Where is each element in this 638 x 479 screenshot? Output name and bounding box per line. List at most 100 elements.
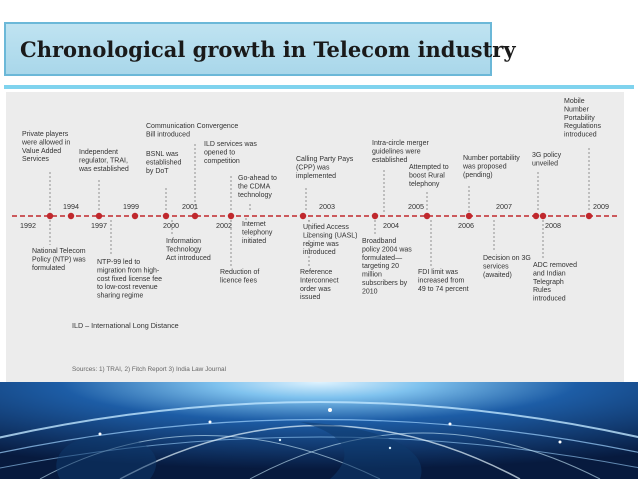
- event-above-2: BSNL was established by DoT: [146, 151, 182, 175]
- event-above-6-line: (CPP) was: [296, 164, 330, 171]
- timeline-dot: [191, 212, 199, 220]
- event-below-7-line: Broadband: [362, 238, 396, 245]
- event-below-9: Decision on 3G services (awaited): [483, 255, 531, 279]
- timeline-dot: [465, 212, 473, 220]
- event-below-1-line: sharing regime: [97, 293, 143, 300]
- year-label-1999: 1999: [123, 202, 139, 211]
- event-above-4: ILD services was opened to competition: [204, 141, 257, 165]
- timeline-dot: [539, 212, 547, 220]
- event-below-5-line: regime was: [303, 241, 339, 248]
- event-below-4-line: telephony: [242, 229, 273, 236]
- event-above-6-line: implemented: [296, 173, 336, 180]
- event-below-8-line: increased from: [418, 277, 464, 284]
- event-below-4: Internet telephony initiated: [242, 221, 273, 245]
- event-above-9-line: (pending): [463, 172, 493, 179]
- event-below-9-line: Decision on 3G: [483, 255, 531, 262]
- event-above-8-line: telephony: [409, 181, 440, 188]
- timeline-dot: [423, 212, 431, 220]
- event-above-9-line: was proposed: [462, 163, 507, 170]
- slide-title-box: Chronological growth in Telecom industry: [4, 22, 516, 76]
- year-label-2006: 2006: [458, 221, 474, 230]
- timeline-dot: [46, 212, 54, 220]
- network-globe-banner: [0, 382, 638, 479]
- year-label-1997: 1997: [91, 221, 107, 230]
- event-above-3-line: Bill introduced: [146, 131, 190, 138]
- event-above-0: Private players were allowed in Value Adde…: [21, 131, 70, 163]
- event-below-3: Reduction of licence fees: [220, 269, 259, 284]
- timeline-dot: [585, 212, 593, 220]
- event-below-6: Reference Interconnect order was issued: [300, 269, 339, 301]
- event-below-0-line: National Telecom: [32, 248, 86, 255]
- timeline-dot: [131, 212, 139, 220]
- event-above-0-line: Value Added: [22, 148, 61, 155]
- event-below-1-line: to low-cost revenue: [97, 284, 158, 291]
- year-label-2008: 2008: [545, 221, 561, 230]
- event-above-8: Attempted to boost Rural telephony: [409, 164, 449, 188]
- slide-title: Chronological growth in Telecom industry: [20, 37, 516, 62]
- event-above-2-line: by DoT: [146, 168, 169, 175]
- event-below-6-line: Interconnect: [300, 277, 339, 284]
- event-above-4-line: ILD services was: [204, 141, 257, 148]
- event-above-1-line: Independent: [79, 149, 118, 156]
- timeline-dot: [162, 212, 170, 220]
- event-below-2-line: Information: [166, 238, 201, 245]
- event-above-1-line: regulator, TRAI,: [79, 157, 128, 164]
- event-below-10-line: Rules: [533, 287, 551, 294]
- year-label-2003: 2003: [319, 202, 335, 211]
- event-above-3: Communication Convergence Bill introduced: [146, 123, 238, 138]
- event-below-1-line: cost fixed license fee: [97, 276, 162, 283]
- event-below-7-line: targeting 20: [362, 263, 399, 270]
- title-underline-bar: [4, 85, 634, 89]
- event-above-9: Number portability was proposed (pending): [462, 155, 520, 179]
- year-label-1992: 1992: [20, 221, 36, 230]
- event-above-4-line: opened to: [204, 149, 235, 156]
- event-below-2-line: Technology: [166, 246, 202, 253]
- event-above-6-line: Calling Party Pays: [296, 156, 354, 163]
- timeline-dot: [371, 212, 379, 220]
- event-below-10-line: ADC removed: [533, 262, 577, 269]
- event-below-2-line: Act introduced: [166, 255, 211, 262]
- event-above-7-line: Intra-circle merger: [372, 140, 429, 147]
- event-below-5-line: introduced: [303, 249, 336, 256]
- event-below-9-line: services: [483, 263, 509, 270]
- event-below-5-line: Unified Access: [303, 224, 349, 231]
- event-above-7: Intra-circle merger guidelines were establ…: [372, 140, 429, 164]
- event-above-11-line: introduced: [564, 132, 597, 139]
- event-above-7-line: established: [372, 157, 408, 164]
- event-below-1-line: migration from high-: [97, 267, 160, 274]
- event-below-9-line: (awaited): [483, 272, 512, 279]
- event-above-8-line: Attempted to: [409, 164, 449, 171]
- year-label-2001: 2001: [182, 202, 198, 211]
- event-above-5-line: Go-ahead to: [238, 175, 277, 182]
- event-above-2-line: BSNL was: [146, 151, 179, 158]
- timeline-dot: [299, 212, 307, 220]
- event-below-0-line: Policy (NTP) was: [32, 256, 86, 263]
- sources-note: Sources: 1) TRAI, 2) Fitch Report 3) Ind…: [72, 366, 226, 373]
- timeline-svg: 1992 1994 1997 1999 2000 2001 2002 2003 2004 2005…: [12, 98, 620, 373]
- event-above-0-line: Services: [22, 156, 49, 163]
- event-above-9-line: Number portability: [463, 155, 520, 162]
- event-above-11-line: Mobile: [564, 98, 585, 105]
- event-above-6: Calling Party Pays (CPP) was implemented: [296, 156, 354, 180]
- event-below-10-line: Telegraph: [533, 279, 564, 286]
- event-above-4-line: competition: [204, 158, 240, 165]
- event-below-7-line: million: [362, 272, 382, 279]
- year-label-2005: 2005: [408, 202, 424, 211]
- event-below-10: ADC removed and Indian Telegraph Rules intro…: [533, 262, 577, 303]
- event-below-7-line: formulated—: [362, 255, 402, 262]
- timeline-dot: [227, 212, 235, 220]
- event-above-1: Independent regulator, TRAI, was establish…: [78, 149, 129, 173]
- event-above-3-line: Communication Convergence: [146, 123, 238, 130]
- timeline-dot: [67, 212, 75, 220]
- event-below-5: Unified Access Licensing (UASL) regime was…: [303, 224, 357, 256]
- year-label-2002: 2002: [216, 221, 232, 230]
- event-below-0: National Telecom Policy (NTP) was formulat…: [32, 248, 86, 272]
- event-below-10-line: introduced: [533, 296, 566, 303]
- event-below-8-line: 49 to 74 percent: [418, 286, 469, 293]
- event-above-1-line: was established: [78, 166, 129, 173]
- event-below-10-line: and Indian: [533, 270, 566, 277]
- event-above-5: Go-ahead to the CDMA technology: [238, 175, 277, 199]
- event-below-7-line: policy 2004 was: [362, 246, 412, 253]
- event-below-3-line: licence fees: [220, 277, 257, 284]
- event-above-10-line: 3G policy: [532, 152, 562, 159]
